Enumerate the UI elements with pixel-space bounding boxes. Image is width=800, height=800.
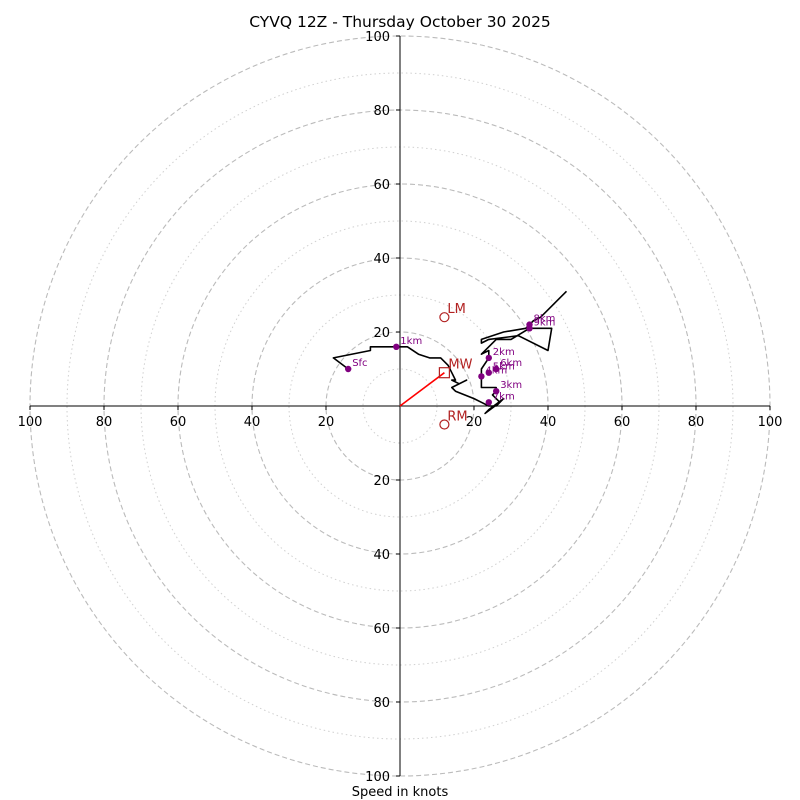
- x-axis-label: Speed in knots: [352, 785, 449, 800]
- mean-wind-label: MW: [448, 358, 472, 373]
- axis-tick-labels: 100 100 80 80 60 60 40 40 20 20 20 20 40 40 60 60 80 80 10…: [18, 30, 783, 785]
- left-mover-label: LM: [447, 302, 465, 317]
- mean-wind-vector: [399, 372, 445, 407]
- x-tick-label: 80: [96, 415, 113, 430]
- storm-motion-markers: MW LM RM: [438, 302, 473, 430]
- height-marker-dot: [485, 354, 492, 362]
- height-marker-dot: [493, 365, 500, 373]
- left-mover-marker: [439, 312, 450, 323]
- y-tick-label: 20: [373, 474, 390, 489]
- x-tick-label: 20: [318, 415, 335, 430]
- x-tick-label: 20: [466, 415, 483, 430]
- y-tick-label: 100: [365, 770, 390, 785]
- hodograph-line: [332, 290, 568, 415]
- y-tick-label: 60: [373, 178, 390, 193]
- height-marker-label: 1km: [400, 336, 422, 347]
- hodograph-trace: [332, 290, 568, 415]
- height-marker-dot: [393, 343, 400, 350]
- x-tick-label: 60: [614, 415, 631, 430]
- height-marker-dot: [485, 399, 492, 406]
- height-marker-label: Sfc: [352, 358, 367, 369]
- y-tick-label: 60: [373, 622, 390, 637]
- x-tick-label: 40: [244, 415, 261, 430]
- height-marker-label: 3km: [500, 380, 522, 391]
- x-tick-label: 80: [688, 415, 705, 430]
- y-tick-label: 20: [373, 326, 390, 341]
- chart-title: CYVQ 12Z - Thursday October 30 2025: [249, 13, 551, 31]
- y-tick-label: 40: [373, 252, 390, 267]
- height-marker-dot: [345, 365, 352, 373]
- height-marker-label: 7km: [493, 391, 515, 402]
- height-marker-dot: [526, 325, 533, 332]
- height-marker-dot: [478, 373, 485, 380]
- height-marker-label: 8km: [534, 314, 556, 325]
- height-marker-label: 9km: [534, 317, 556, 328]
- x-tick-label: 100: [758, 415, 783, 430]
- y-tick-label: 80: [373, 104, 390, 119]
- height-marker-dot: [493, 388, 500, 395]
- y-tick-label: 100: [365, 30, 390, 45]
- mean-wind-marker: [438, 367, 450, 379]
- y-tick-label: 80: [373, 696, 390, 711]
- right-mover-marker: [439, 419, 450, 430]
- right-mover-label: RM: [447, 410, 467, 425]
- x-tick-label: 40: [540, 415, 557, 430]
- height-marker-label: 6km: [500, 358, 522, 369]
- height-marker-label: 2km: [493, 347, 515, 358]
- height-markers: Sfc1km2km3km4km5km6km7km8km9km: [345, 314, 555, 406]
- x-tick-label: 60: [170, 415, 187, 430]
- height-marker-dot: [485, 369, 492, 376]
- y-tick-label: 40: [373, 548, 390, 563]
- height-marker-label: 5km: [493, 362, 515, 373]
- x-tick-label: 100: [18, 415, 43, 430]
